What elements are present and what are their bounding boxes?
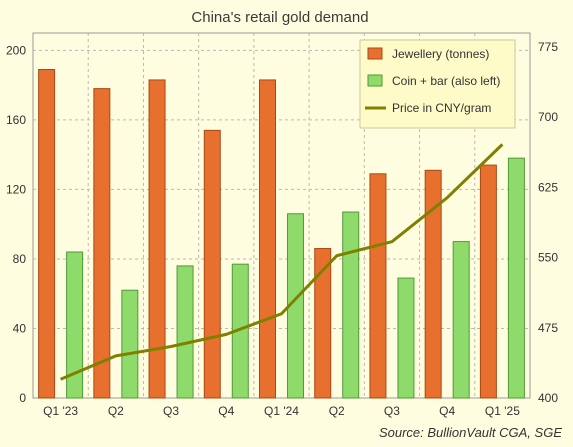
coin-bar-bar bbox=[398, 278, 414, 398]
x-tick-label: Q3 bbox=[163, 404, 179, 418]
y-tick-label: 0 bbox=[19, 391, 26, 405]
jewellery-bar bbox=[204, 130, 220, 398]
x-tick-label: Q1 '24 bbox=[264, 404, 299, 418]
jewellery-bar bbox=[480, 165, 496, 398]
coin-bar-bar bbox=[508, 158, 524, 398]
x-tick-label: Q1 '23 bbox=[43, 404, 78, 418]
legend-label: Price in CNY/gram bbox=[392, 101, 491, 115]
jewellery-bar bbox=[39, 70, 55, 399]
x-tick-label: Q3 bbox=[384, 404, 400, 418]
y-tick-label: 160 bbox=[6, 113, 26, 127]
coin-bar-bar bbox=[122, 290, 138, 398]
y2-tick-label: 475 bbox=[538, 321, 558, 335]
x-tick-label: Q2 bbox=[329, 404, 345, 418]
x-tick-label: Q4 bbox=[218, 404, 234, 418]
chart-title: China's retail gold demand bbox=[191, 9, 368, 26]
jewellery-bar bbox=[260, 80, 276, 398]
y2-tick-label: 550 bbox=[538, 251, 558, 265]
x-tick-label: Q2 bbox=[108, 404, 124, 418]
source-note: Source: BullionVault CGA, SGE bbox=[379, 425, 562, 440]
legend-swatch bbox=[368, 75, 382, 86]
legend-label: Jewellery (tonnes) bbox=[392, 47, 489, 61]
x-tick-label: Q4 bbox=[439, 404, 455, 418]
y2-tick-label: 625 bbox=[538, 180, 558, 194]
coin-bar-bar bbox=[453, 242, 469, 398]
y2-tick-label: 400 bbox=[538, 391, 558, 405]
y-tick-label: 80 bbox=[13, 252, 27, 266]
right-axis: 400 475 550 625 700 775 bbox=[538, 40, 558, 405]
y-tick-label: 200 bbox=[6, 43, 26, 57]
legend: Jewellery (tonnes) Coin + bar (also left)… bbox=[360, 40, 515, 128]
y2-tick-label: 700 bbox=[538, 110, 558, 124]
y-tick-label: 120 bbox=[6, 182, 26, 196]
legend-swatch bbox=[368, 48, 382, 59]
jewellery-bar bbox=[370, 174, 386, 398]
jewellery-bar bbox=[94, 89, 110, 398]
legend-label: Coin + bar (also left) bbox=[392, 74, 500, 88]
x-tick-label: Q1 '25 bbox=[485, 404, 520, 418]
coin-bar-bar bbox=[177, 266, 193, 398]
x-axis: Q1 '23 Q2 Q3 Q4 Q1 '24 Q2 Q3 Q4 Q1 '25 bbox=[43, 404, 520, 418]
y2-tick-label: 775 bbox=[538, 40, 558, 54]
coin-bar-bar bbox=[343, 212, 359, 398]
y-tick-label: 40 bbox=[13, 321, 27, 335]
left-axis: 0 40 80 120 160 200 bbox=[6, 43, 26, 405]
